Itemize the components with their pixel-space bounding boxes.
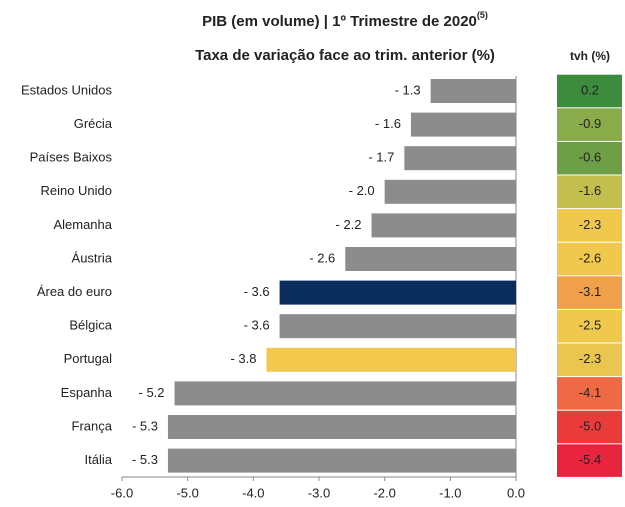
tvh-cell bbox=[557, 74, 622, 108]
tvh-cell bbox=[557, 276, 622, 309]
tvh-cell bbox=[557, 377, 622, 410]
x-tick-label: -3.0 bbox=[308, 485, 330, 500]
tvh-cell bbox=[557, 108, 622, 141]
bar bbox=[279, 314, 516, 339]
tvh-label: 0.2 bbox=[581, 82, 599, 97]
bar bbox=[430, 79, 516, 103]
tvh-label: -2.5 bbox=[579, 318, 601, 333]
value-label: - 3.6 bbox=[244, 284, 270, 299]
x-tick-label: -1.0 bbox=[439, 485, 461, 500]
category-label: França bbox=[72, 418, 113, 433]
value-label: - 3.8 bbox=[230, 351, 256, 366]
category-label: Itália bbox=[85, 452, 113, 467]
value-label: - 1.7 bbox=[368, 150, 394, 165]
bar bbox=[167, 448, 516, 473]
tvh-header: tvh (%) bbox=[570, 49, 610, 63]
tvh-label: -2.3 bbox=[579, 351, 601, 366]
category-label: Bélgica bbox=[69, 318, 112, 333]
title-note: (5) bbox=[477, 10, 488, 20]
tvh-label: -5.0 bbox=[579, 418, 601, 433]
category-label: Espanha bbox=[61, 385, 113, 400]
tvh-label: -3.1 bbox=[579, 284, 601, 299]
tvh-cell bbox=[557, 309, 622, 343]
tvh-cell bbox=[557, 209, 622, 242]
category-label: Reino Unido bbox=[40, 183, 112, 198]
chart-title: PIB (em volume) | 1º Trimestre de 2020 bbox=[202, 13, 477, 30]
bar bbox=[371, 213, 516, 238]
bar bbox=[410, 112, 516, 137]
value-label: - 2.6 bbox=[309, 250, 335, 265]
bar bbox=[345, 247, 516, 271]
tvh-cell bbox=[557, 410, 622, 444]
tvh-cell bbox=[557, 141, 622, 175]
bar bbox=[266, 347, 516, 372]
tvh-label: -5.4 bbox=[579, 452, 601, 467]
category-label: Alemanha bbox=[53, 217, 112, 232]
category-label: Estados Unidos bbox=[21, 82, 113, 97]
x-tick-label: -2.0 bbox=[373, 485, 395, 500]
category-label: Países Baixos bbox=[30, 150, 113, 165]
tvh-label: -2.6 bbox=[579, 250, 601, 265]
x-tick-label: -4.0 bbox=[242, 485, 264, 500]
bar bbox=[279, 280, 516, 305]
category-label: Área do euro bbox=[37, 284, 112, 299]
tvh-cell bbox=[557, 343, 622, 377]
bar bbox=[404, 146, 516, 171]
x-tick-label: -6.0 bbox=[111, 485, 133, 500]
tvh-label: -0.6 bbox=[579, 150, 601, 165]
tvh-label: -2.3 bbox=[579, 217, 601, 232]
bar bbox=[174, 381, 517, 406]
value-label: - 2.2 bbox=[336, 217, 362, 232]
value-label: - 1.6 bbox=[375, 116, 401, 131]
tvh-cell bbox=[557, 175, 622, 209]
bar bbox=[384, 179, 516, 204]
category-label: Grécia bbox=[74, 116, 113, 131]
chart-title-wrap: PIB (em volume) | 1º Trimestre de 2020(5… bbox=[202, 10, 488, 30]
value-label: - 1.3 bbox=[395, 82, 421, 97]
bar bbox=[167, 415, 516, 439]
category-label: Áustria bbox=[72, 250, 113, 265]
value-label: - 5.3 bbox=[132, 452, 158, 467]
chart-subtitle: Taxa de variação face ao trim. anterior … bbox=[195, 47, 495, 64]
tvh-label: -0.9 bbox=[579, 116, 601, 131]
x-tick-label: 0.0 bbox=[507, 485, 525, 500]
value-label: - 5.2 bbox=[139, 385, 165, 400]
tvh-label: -4.1 bbox=[579, 385, 601, 400]
tvh-label: -1.6 bbox=[579, 183, 601, 198]
value-label: - 3.6 bbox=[244, 318, 270, 333]
tvh-cell bbox=[557, 444, 622, 477]
tvh-cell bbox=[557, 242, 622, 276]
category-label: Portugal bbox=[64, 351, 113, 366]
x-tick-label: -5.0 bbox=[176, 485, 198, 500]
value-label: - 2.0 bbox=[349, 183, 375, 198]
value-label: - 5.3 bbox=[132, 418, 158, 433]
